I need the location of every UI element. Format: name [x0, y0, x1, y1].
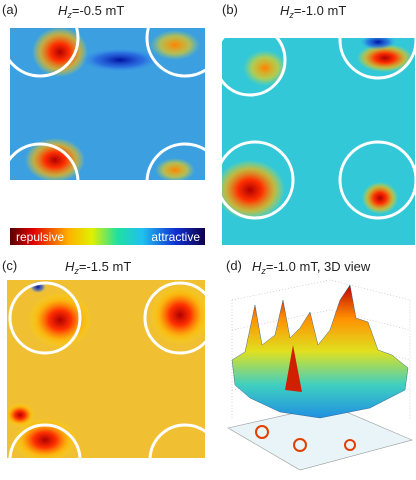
title-part: z	[260, 266, 266, 276]
panel-a: (a) Hz=-0.5 mT	[2, 2, 205, 180]
colorbar-label: repulsive	[16, 230, 64, 244]
panel-label: (b)	[222, 2, 238, 17]
panel-title: Hz=-0.5 mT	[58, 3, 124, 20]
title-part: =-1.0 mT, 3D view	[266, 259, 371, 274]
title-part: z	[288, 10, 294, 20]
title-part: z	[73, 266, 79, 276]
panel-label: (c)	[2, 258, 17, 273]
title-part: z	[66, 10, 72, 20]
title-part: H	[65, 259, 75, 274]
colorbar-label: attractive	[151, 230, 200, 244]
title-part: H	[58, 3, 68, 18]
panel-title: Hz=-1.0 mT	[280, 3, 346, 20]
panel-d: (d) Hz=-1.0 mT, 3D view	[226, 258, 413, 471]
panel-c: (c) Hz=-1.5 mT	[2, 258, 205, 458]
surface-3d	[227, 279, 413, 471]
mfm-image	[10, 28, 205, 180]
panel-label: (a)	[2, 2, 18, 17]
title-part: H	[252, 259, 262, 274]
panel-b: (b) Hz=-1.0 mT	[222, 2, 415, 245]
panel-label: (d)	[226, 258, 242, 273]
panel-title: Hz=-1.5 mT	[65, 259, 131, 276]
mfm-image	[7, 280, 205, 458]
colorbar: repulsive attractive	[10, 228, 205, 245]
panel-title: Hz=-1.0 mT, 3D view	[252, 259, 371, 276]
title-part: =-1.0 mT	[294, 3, 346, 18]
title-part: =-0.5 mT	[72, 3, 124, 18]
title-part: H	[280, 3, 290, 18]
title-part: =-1.5 mT	[79, 259, 131, 274]
mfm-image	[222, 38, 415, 245]
